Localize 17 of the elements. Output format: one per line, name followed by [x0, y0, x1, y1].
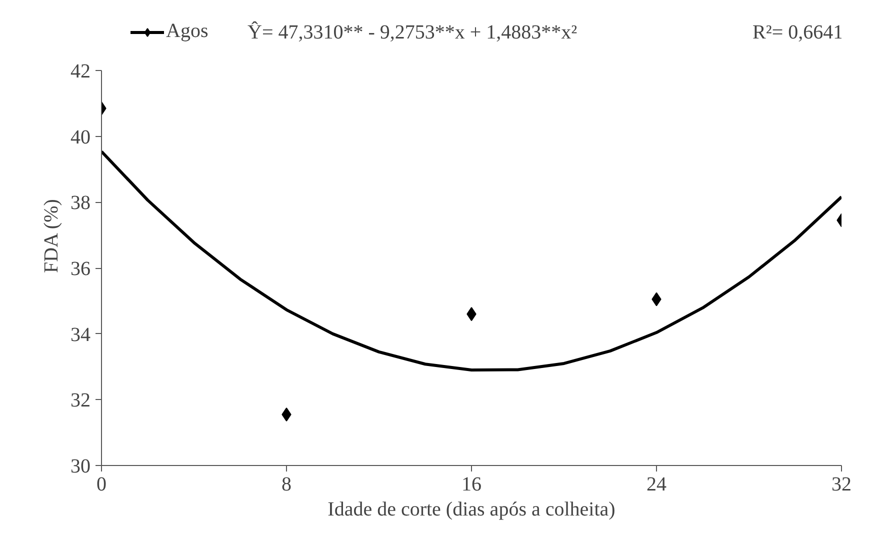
- x-tick-label: 32: [832, 474, 852, 496]
- x-tick-label: 24: [646, 474, 666, 496]
- legend-label: Agos: [166, 20, 208, 43]
- y-tick-label: 30: [70, 456, 90, 478]
- y-tick-label: 42: [70, 60, 90, 82]
- y-axis-title: FDA (%): [40, 199, 62, 273]
- x-axis-title: Idade de corte (dias após a colheita): [328, 498, 616, 520]
- y-tick-label: 34: [70, 324, 90, 346]
- y-tick-label: 32: [70, 390, 90, 412]
- text: Ŷ= 47,3310** - 9,2753**x + 1,4883**x²: [248, 20, 578, 44]
- x-tick-label: 8: [282, 474, 292, 496]
- y-tick-label: 36: [70, 258, 90, 280]
- line-series: [102, 150, 842, 372]
- x-tick-label: 16: [462, 474, 482, 496]
- y-tick-label: 40: [70, 126, 90, 148]
- x-tick-label: 0: [96, 474, 106, 496]
- y-tick-label: 38: [70, 192, 90, 214]
